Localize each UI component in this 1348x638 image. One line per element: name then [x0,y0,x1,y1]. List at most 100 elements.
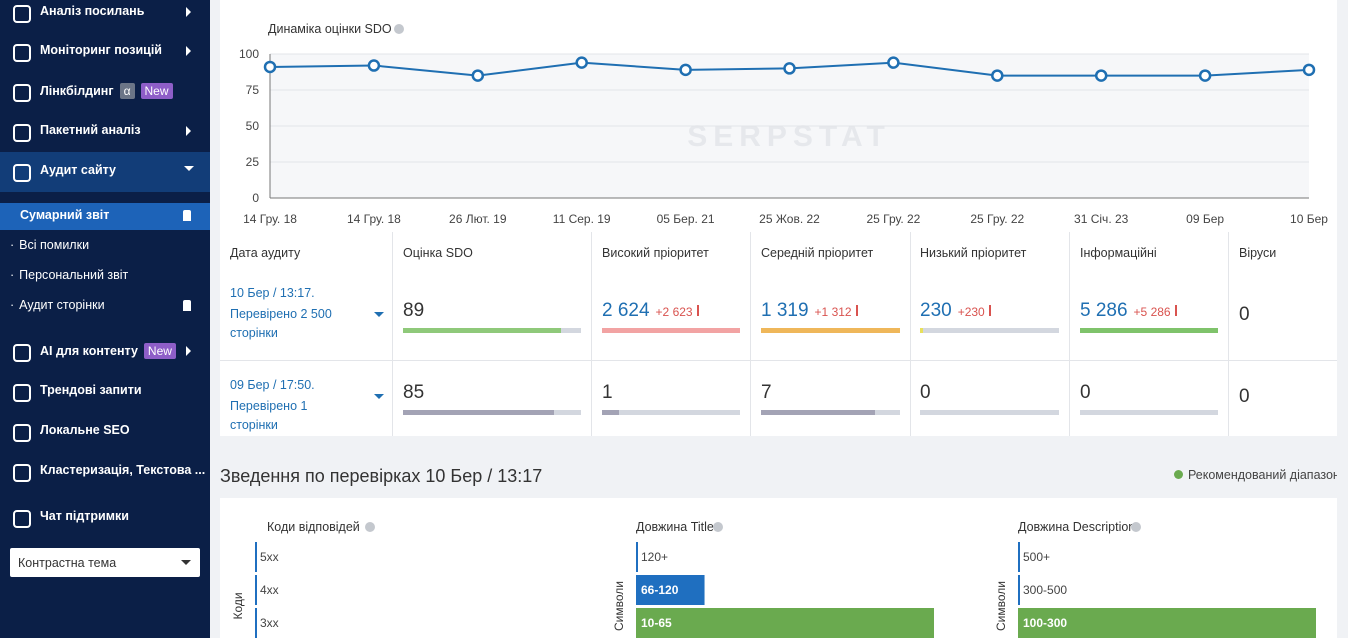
bullet: · [10,238,15,252]
chevron [184,166,194,171]
menu-label: Кластеризація, Текстова ... [40,463,206,477]
badge: New [143,343,176,359]
sdo-point [783,62,796,75]
progress-fill [602,328,740,333]
progress-fill [403,410,555,415]
legend-dot [1174,470,1183,479]
submenu-label: Сумарний звіт [20,208,110,222]
progress-fill [403,328,562,333]
audit-date: 09 Бер / 17:50. [230,378,315,392]
progress-track [403,410,581,415]
cell-delta: +230 [957,305,985,319]
bar [636,608,934,638]
cell-value: 0 [920,382,931,404]
menu-item: Пакетний аналіз [40,123,141,137]
progress-fill [761,328,900,333]
chevron [186,346,191,356]
progress-track [602,410,740,415]
column-header: Низький пріоритет [920,246,1027,260]
legend: Рекомендований діапазон [1174,468,1337,482]
menu-label: Локальне SEO [40,423,130,437]
menu-label: Пакетний аналіз [40,123,141,137]
axis-label: Символи [994,581,1008,631]
cell-number: 1 319 [761,300,809,321]
menu-item: Моніторинг позицій [40,43,162,57]
progress-fill [1080,328,1218,333]
column-header: Високий пріоритет [602,246,709,260]
cell-value: 5 286 +5 286 [1080,300,1177,322]
sdo-point [263,60,277,74]
cell-value: 0 [1080,382,1091,404]
submenu-item: Сумарний звіт [20,208,109,222]
progress-track [761,328,900,333]
column-header: Оцінка SDO [403,246,473,260]
watermark: SERPSTAT [687,120,891,153]
y-tick-label: 0 [252,191,259,205]
dropdown-arrow [374,312,384,317]
progress-fill [920,328,923,333]
progress-track [761,410,900,415]
progress-track [920,328,1059,333]
chevron [186,126,191,136]
chevron [186,7,191,17]
submenu-item: · Аудит сторінки [10,298,105,312]
menu-label: Трендові запити [40,383,142,397]
y-tick-label: 100 [239,47,259,61]
category-label: 10-65 [641,616,672,630]
x-tick-label: 10 Бер [1290,212,1328,226]
category-label: 3xx [260,616,279,630]
x-tick-label: 14 Гру. 18 [347,212,401,226]
col-divider [910,232,911,436]
cell-number: 2 624 [602,300,650,321]
col-divider [591,232,592,436]
progress-track [1080,328,1218,333]
category-label: 4xx [260,583,279,597]
col-divider [392,232,393,436]
progress-track [920,410,1059,415]
cell-value: 2 624 +2 623 [602,300,699,322]
progress-fill [602,410,619,415]
legend-text: Рекомендований діапазон [1188,468,1337,482]
cell-delta: +5 286 [1133,305,1171,319]
audit-pages: Перевірено 1 сторінки [230,399,308,432]
category-label: 66-120 [641,583,679,597]
cell-number: 230 [920,300,952,321]
category-label: 100-300 [1023,616,1067,630]
sdo-point [887,56,900,69]
audit-pages: Перевірено 2 500 сторінки [230,307,332,340]
progress-track [602,328,740,333]
menu-icon [13,124,31,142]
cell-number: 7 [761,382,772,403]
menu-item: Кластеризація, Текстова ... [40,463,205,477]
x-tick-label: 25 Жов. 22 [759,212,820,226]
menu-icon [13,424,31,442]
col-divider [750,232,751,436]
bar [1018,608,1316,638]
menu-label: Лінкбілдинг [40,84,114,98]
info-icon [365,522,375,532]
badge: α [119,83,135,99]
audit-card: Динаміка оцінки SDO SERPSTAT 0 25 50 75 100 14 … [220,0,1337,436]
submenu-item: · Всі помилки [10,238,89,252]
sdo-point [1094,69,1108,82]
menu-label: Моніторинг позицій [40,43,162,57]
x-tick-label: 05 Бер. 21 [657,212,715,226]
col-divider [1228,232,1229,436]
cell-number: 0 [1239,304,1250,325]
cell-value: 7 [761,382,772,404]
up-arrow [855,305,858,316]
category-label: 5xx [260,550,279,564]
chart-title: Коди відповідей [267,520,360,534]
progress-track [1080,410,1218,415]
cell-value: 0 [1239,304,1250,326]
column-header: Дата аудиту [230,246,301,260]
chart-title: Довжина Description [1018,520,1135,534]
category-label: 500+ [1023,550,1050,564]
active-band [0,152,210,192]
x-tick-label: 25 Гру. 22 [866,212,920,226]
column-header: Середній пріоритет [761,246,874,260]
sdo-point [991,69,1004,82]
sdo-point [575,56,588,69]
menu-icon [13,84,31,102]
